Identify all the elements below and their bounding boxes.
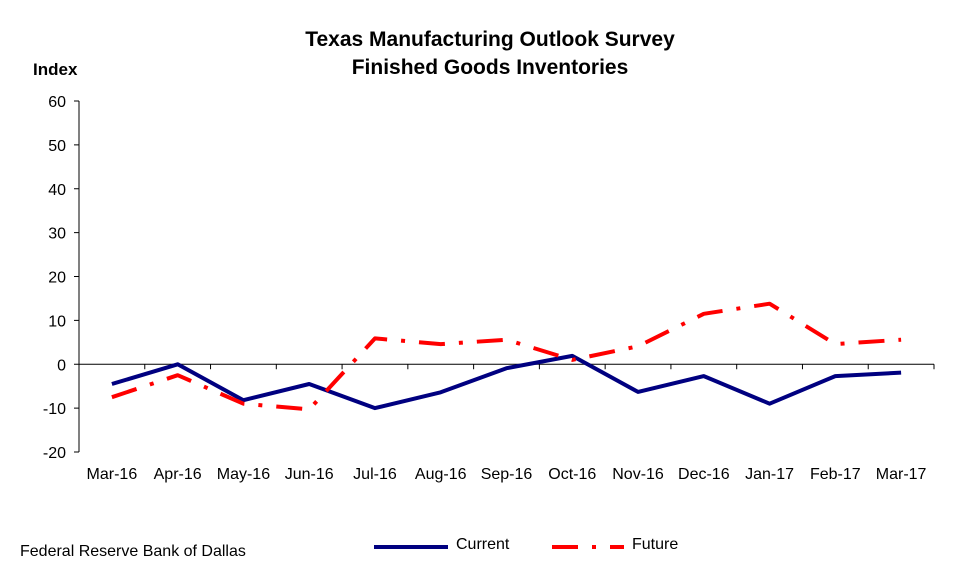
x-tick-label: Jun-16 bbox=[285, 466, 334, 483]
x-tick-label: Mar-16 bbox=[87, 466, 138, 483]
legend-item-current: Current bbox=[372, 536, 509, 554]
x-tick-label: Aug-16 bbox=[415, 466, 467, 483]
y-tick-label: 10 bbox=[48, 313, 66, 330]
y-tick-label: -10 bbox=[43, 401, 66, 418]
legend-item-future: Future bbox=[550, 536, 678, 554]
chart-title: Texas Manufacturing Outlook Survey Finis… bbox=[0, 26, 980, 82]
y-tick-label: 30 bbox=[48, 226, 66, 243]
source-note: Federal Reserve Bank of Dallas bbox=[20, 543, 246, 560]
series-line-future bbox=[111, 301, 902, 412]
legend-swatch-current bbox=[374, 545, 448, 549]
x-tick-label: May-16 bbox=[217, 466, 270, 483]
y-axis-label: Index bbox=[33, 60, 78, 79]
x-tick-label: Nov-16 bbox=[612, 466, 664, 483]
y-tick-label: 40 bbox=[48, 182, 66, 199]
line-chart: -20 -10 0 10 20 30 40 50 60 Mar-16 Apr-16 May-16 Jun… bbox=[43, 94, 935, 483]
y-tick-label: 20 bbox=[48, 270, 66, 287]
x-tick-label: Mar-17 bbox=[876, 466, 927, 483]
chart-title-line-2: Finished Goods Inventories bbox=[351, 56, 629, 79]
y-tick-label: 0 bbox=[57, 357, 66, 374]
legend-swatch-future bbox=[552, 545, 624, 549]
series-line-current bbox=[111, 353, 902, 411]
x-tick-label: Feb-17 bbox=[810, 466, 861, 483]
y-tick-label: -20 bbox=[43, 445, 66, 462]
x-tick-label: Oct-16 bbox=[548, 466, 596, 483]
y-tick-label: 60 bbox=[48, 94, 66, 111]
x-tick-label: Dec-16 bbox=[678, 466, 730, 483]
x-tick-label: Jan-17 bbox=[745, 466, 794, 483]
x-tick-label: Apr-16 bbox=[154, 466, 202, 483]
chart-title-line-1: Texas Manufacturing Outlook Survey bbox=[305, 28, 675, 51]
y-tick-label: 50 bbox=[48, 138, 66, 155]
legend-label-current: Current bbox=[456, 536, 510, 553]
x-tick-label: Jul-16 bbox=[353, 466, 397, 483]
x-tick-label: Sep-16 bbox=[481, 466, 533, 483]
legend-label-future: Future bbox=[632, 536, 679, 553]
